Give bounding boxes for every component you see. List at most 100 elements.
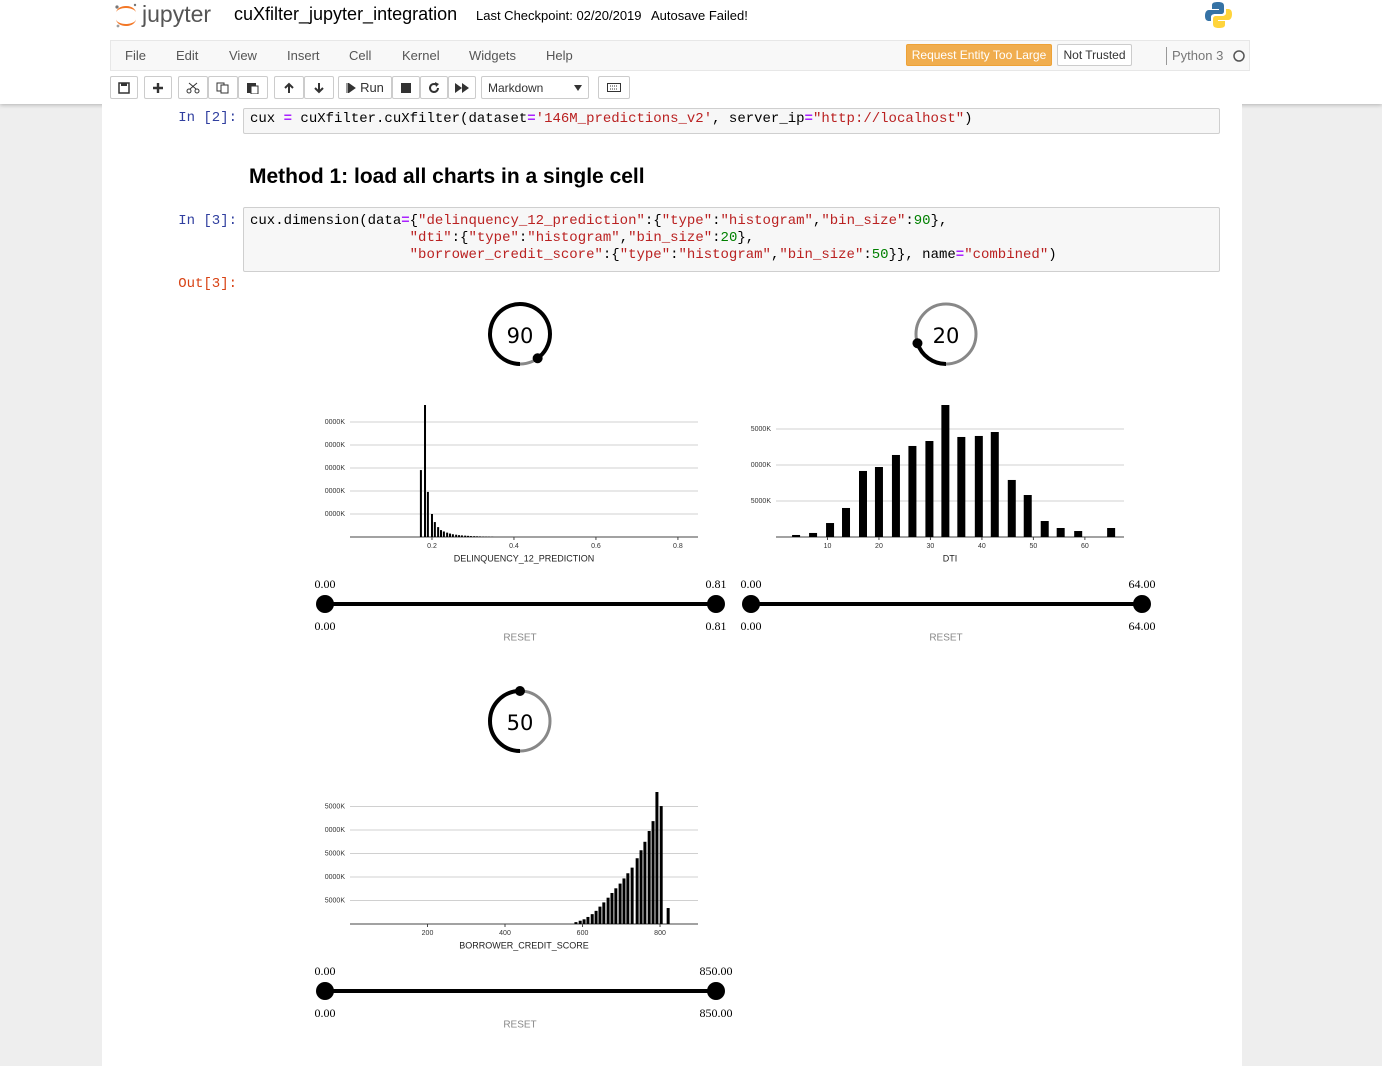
bar bbox=[618, 883, 622, 924]
bar bbox=[582, 919, 586, 924]
error-indicator[interactable]: Request Entity Too Large bbox=[906, 44, 1052, 66]
code-token: "type" bbox=[468, 230, 519, 246]
code-token: = bbox=[804, 111, 813, 127]
code-token: }}, name bbox=[888, 247, 956, 263]
range-label: 0.81 bbox=[706, 619, 727, 633]
slider-handle[interactable] bbox=[316, 982, 334, 1000]
bar bbox=[1056, 527, 1065, 537]
insert-cell-button[interactable] bbox=[144, 76, 172, 99]
bar bbox=[578, 920, 582, 924]
run-button[interactable]: Run bbox=[338, 76, 392, 99]
x-tick-label: 60 bbox=[1081, 543, 1089, 550]
command-palette-button[interactable] bbox=[598, 76, 630, 99]
copy-button[interactable] bbox=[208, 76, 238, 99]
x-tick-label: 800 bbox=[654, 930, 666, 937]
slider-handle[interactable] bbox=[316, 595, 334, 613]
move-up-button[interactable] bbox=[274, 76, 304, 99]
slider-handle[interactable] bbox=[707, 982, 725, 1000]
slider-handle[interactable] bbox=[707, 595, 725, 613]
bar bbox=[419, 470, 422, 537]
bar bbox=[1007, 479, 1016, 537]
chart-widget: 90 10000K 20000K 30000K 40000K 50000K 0.2 0.4 0.… bbox=[315, 302, 727, 644]
bar bbox=[651, 821, 655, 924]
cell-type-select[interactable]: Markdown bbox=[481, 76, 589, 99]
code-token: , bbox=[619, 230, 629, 246]
code-token: : bbox=[712, 213, 721, 229]
header: jupyter cuXfilter_jupyter_integration La… bbox=[0, 0, 1382, 104]
bar bbox=[610, 892, 614, 924]
dial-arc bbox=[488, 302, 552, 366]
bar bbox=[574, 922, 578, 924]
menu-item[interactable]: Insert bbox=[287, 48, 320, 63]
menu-item[interactable]: Widgets bbox=[469, 48, 516, 63]
code-token: 90 bbox=[913, 213, 931, 229]
menu-item[interactable]: Cell bbox=[349, 48, 372, 63]
menu-item[interactable]: Help bbox=[546, 48, 573, 63]
restart-run-all-button[interactable] bbox=[448, 76, 476, 99]
y-tick-label: 5000K bbox=[325, 897, 346, 904]
y-tick-label: 15000K bbox=[321, 850, 345, 857]
interrupt-button[interactable] bbox=[392, 76, 420, 99]
save-button[interactable] bbox=[110, 76, 138, 99]
paste-button[interactable] bbox=[238, 76, 268, 99]
slider-handle[interactable] bbox=[742, 595, 760, 613]
notebook-title[interactable]: cuXfilter_jupyter_integration bbox=[234, 4, 458, 24]
slider-handle[interactable] bbox=[1133, 595, 1151, 613]
code-token: = bbox=[283, 111, 293, 127]
code-token: :{ bbox=[451, 230, 469, 246]
code-token: ) bbox=[1048, 247, 1057, 263]
move-down-button[interactable] bbox=[304, 76, 334, 99]
bar bbox=[859, 470, 867, 537]
chart-widget: 20 5000K 10000K 15000K 10 20 30 40 50 60 DTI 0.00 0.… bbox=[741, 302, 1156, 644]
bar bbox=[655, 792, 659, 924]
bar bbox=[476, 536, 479, 537]
code-token: '146M_predictions_v2' bbox=[535, 111, 713, 127]
restart-button[interactable] bbox=[420, 76, 448, 99]
code-token: "delinquency_12_prediction" bbox=[418, 213, 645, 229]
input-prompt: In [2]: bbox=[178, 110, 237, 126]
reset-button[interactable]: RESET bbox=[503, 1020, 536, 1031]
bar bbox=[464, 535, 467, 537]
reset-button[interactable]: RESET bbox=[503, 633, 536, 644]
bar bbox=[622, 878, 626, 924]
code-token: = bbox=[955, 247, 965, 263]
menu-item[interactable]: View bbox=[229, 48, 257, 63]
bar bbox=[458, 535, 461, 537]
code-token: "histogram" bbox=[527, 230, 620, 246]
menu-item[interactable]: File bbox=[125, 48, 146, 63]
menu-item[interactable]: Kernel bbox=[402, 48, 440, 63]
code-token: , server_ip bbox=[712, 111, 805, 127]
code-cell[interactable]: cux.dimension(data={"delinquency_12_pred… bbox=[243, 207, 1220, 272]
bar bbox=[451, 534, 454, 537]
code-token: "type" bbox=[661, 213, 713, 229]
code-token: 20 bbox=[720, 230, 738, 246]
x-tick-label: 400 bbox=[499, 930, 511, 937]
y-tick-label: 50000K bbox=[321, 419, 345, 426]
cut-button[interactable] bbox=[178, 76, 208, 99]
python-logo bbox=[1205, 2, 1232, 28]
reset-button[interactable]: RESET bbox=[929, 633, 962, 644]
code-token: : bbox=[670, 247, 679, 263]
bar bbox=[643, 841, 647, 924]
range-label: 64.00 bbox=[1129, 619, 1156, 633]
menu-item[interactable]: Edit bbox=[176, 48, 199, 63]
x-tick-label: 200 bbox=[422, 930, 434, 937]
logo-text[interactable]: jupyter bbox=[142, 1, 212, 27]
code-token: "dti" bbox=[409, 230, 452, 246]
code-line: "dti":{"type":"histogram","bin_size":20}… bbox=[250, 230, 1213, 247]
trust-indicator[interactable]: Not Trusted bbox=[1057, 44, 1132, 66]
x-tick-label: 10 bbox=[824, 543, 832, 550]
bar bbox=[659, 806, 663, 924]
bar bbox=[826, 523, 835, 537]
y-tick-label: 30000K bbox=[321, 465, 345, 472]
code-line: cux = cuXfilter.cuXfilter(dataset='146M_… bbox=[250, 111, 1213, 128]
bar bbox=[430, 514, 433, 537]
code-cell[interactable]: cux = cuXfilter.cuXfilter(dataset='146M_… bbox=[243, 108, 1220, 134]
bar bbox=[598, 906, 602, 924]
bar bbox=[874, 467, 883, 537]
bar bbox=[1074, 531, 1083, 537]
code-token: 50 bbox=[871, 247, 889, 263]
dial-knob bbox=[912, 338, 923, 349]
